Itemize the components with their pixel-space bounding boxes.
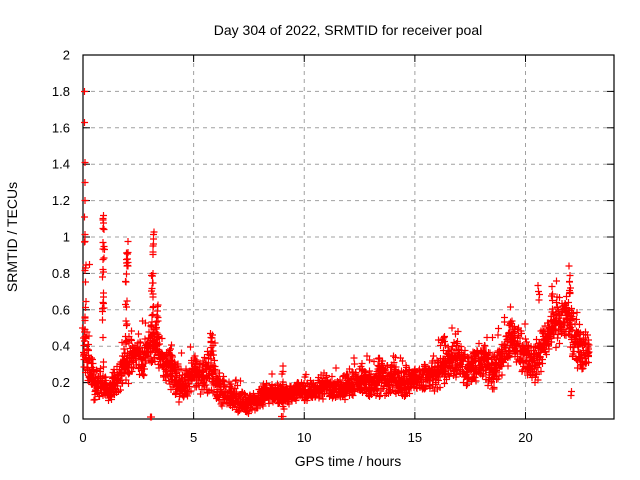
chart-title: Day 304 of 2022, SRMTID for receiver poa… — [214, 22, 482, 38]
x-tick-label: 5 — [190, 430, 197, 445]
y-tick-label: 1.2 — [52, 193, 70, 208]
y-tick-label: 0.6 — [52, 302, 70, 317]
x-axis-label: GPS time / hours — [295, 453, 402, 469]
y-tick-label: 2 — [63, 48, 70, 63]
x-tick-label: 15 — [408, 430, 422, 445]
y-tick-label: 1.8 — [52, 84, 70, 99]
y-tick-label: 1 — [63, 230, 70, 245]
y-tick-label: 1.6 — [52, 120, 70, 135]
y-tick-label: 0.4 — [52, 339, 70, 354]
y-axis-label: SRMTID / TECUs — [4, 182, 20, 292]
y-tick-labels: 0 0.2 0.4 0.6 0.8 1 1.2 1.4 1.6 1.8 2 — [52, 48, 70, 427]
axis-ticks — [82, 54, 614, 420]
y-tick-label: 0 — [63, 412, 70, 427]
y-tick-label: 0.8 — [52, 266, 70, 281]
x-tick-label: 20 — [518, 430, 532, 445]
x-tick-labels: 0 5 10 15 20 — [79, 430, 532, 445]
plot-border — [82, 54, 615, 420]
x-tick-label: 10 — [297, 430, 311, 445]
y-tick-label: 1.4 — [52, 157, 70, 172]
y-tick-label: 0.2 — [52, 375, 70, 390]
data-points-scatter — [79, 88, 593, 421]
x-tick-label: 0 — [79, 430, 86, 445]
